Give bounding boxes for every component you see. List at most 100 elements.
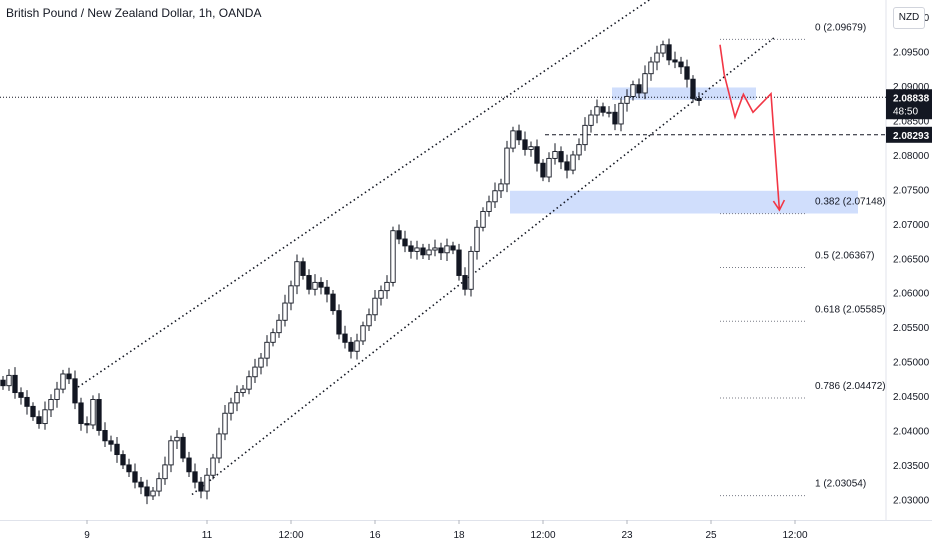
candle-body bbox=[96, 399, 102, 431]
candle-body bbox=[264, 341, 270, 359]
candle-body bbox=[378, 290, 384, 299]
candle-body bbox=[666, 44, 672, 61]
candle-body bbox=[330, 293, 336, 312]
y-tick-label-5: 2.07500 bbox=[893, 185, 930, 196]
y-tick-label-6: 2.07000 bbox=[893, 220, 930, 231]
candle-body bbox=[606, 111, 612, 114]
candle-body bbox=[246, 376, 252, 390]
candle-body bbox=[48, 399, 54, 411]
candle-body bbox=[144, 486, 150, 497]
candle-body bbox=[540, 162, 546, 178]
candle-body bbox=[480, 210, 486, 228]
candle-body bbox=[576, 144, 582, 156]
x-tick-label-7: 25 bbox=[705, 530, 717, 541]
marked-level-tag bbox=[886, 126, 932, 143]
y-tick-label-11: 2.04500 bbox=[893, 392, 930, 403]
candle-body bbox=[474, 226, 480, 252]
candle-body bbox=[696, 98, 702, 102]
channel-lower-line bbox=[191, 37, 775, 496]
candle-body bbox=[396, 230, 402, 240]
candle-body bbox=[486, 201, 492, 212]
candle-body bbox=[690, 78, 696, 99]
candle-body bbox=[648, 61, 654, 75]
y-tick-label-9: 2.05500 bbox=[893, 323, 930, 334]
candle-body bbox=[78, 402, 84, 425]
candle-body bbox=[132, 471, 138, 483]
candle-body bbox=[180, 436, 186, 459]
x-tick-label-2: 12:00 bbox=[278, 530, 303, 541]
candle-body bbox=[450, 245, 456, 251]
candle-body bbox=[594, 106, 600, 116]
candle-body bbox=[120, 454, 126, 466]
candle-body bbox=[570, 154, 576, 171]
candle-body bbox=[114, 443, 120, 456]
candle-body bbox=[18, 392, 24, 398]
y-tick-label-12: 2.04000 bbox=[893, 426, 930, 437]
candle-body bbox=[162, 464, 168, 480]
candle-body bbox=[672, 59, 678, 63]
candle-body bbox=[270, 332, 276, 343]
candle-body bbox=[390, 230, 396, 283]
y-tick-label-2: 2.09000 bbox=[893, 82, 930, 93]
candles bbox=[0, 38, 702, 505]
currency-selector[interactable]: NZD bbox=[893, 7, 925, 29]
candle-body bbox=[438, 247, 444, 254]
x-tick-label-5: 12:00 bbox=[530, 530, 555, 541]
candle-body bbox=[12, 374, 18, 394]
x-tick-label-1: 11 bbox=[202, 530, 213, 541]
candle-body bbox=[348, 341, 354, 352]
candle-body bbox=[366, 314, 372, 327]
candle-body bbox=[216, 433, 222, 459]
last-price-countdown: 48:50 bbox=[893, 106, 918, 117]
candle-body bbox=[612, 111, 618, 125]
candle-body bbox=[642, 73, 648, 94]
fib-level-label-1: 0.382 (2.07148) bbox=[815, 197, 886, 208]
projection-arrowhead bbox=[772, 199, 786, 212]
candle-body bbox=[324, 286, 330, 295]
candle-body bbox=[174, 436, 180, 442]
projection-path bbox=[719, 44, 781, 211]
candle-body bbox=[546, 157, 552, 178]
candle-body bbox=[354, 340, 360, 352]
candle-body bbox=[138, 481, 144, 488]
y-tick-label-10: 2.05000 bbox=[893, 358, 930, 369]
channel-upper-line bbox=[77, 0, 651, 388]
candle-body bbox=[168, 440, 174, 466]
candle-body bbox=[90, 399, 96, 426]
candle-body bbox=[534, 146, 540, 164]
candle-body bbox=[636, 84, 642, 94]
candle-body bbox=[444, 245, 450, 254]
y-tick-label-1: 2.09500 bbox=[893, 48, 930, 59]
candle-body bbox=[318, 281, 324, 288]
y-tick-label-7: 2.06500 bbox=[893, 254, 930, 265]
y-tick-label-8: 2.06000 bbox=[893, 289, 930, 300]
candle-body bbox=[564, 161, 570, 171]
candle-body bbox=[582, 124, 588, 146]
candle-body bbox=[42, 409, 48, 425]
candle-body bbox=[252, 366, 258, 378]
x-tick-label-8: 12:00 bbox=[782, 530, 807, 541]
candle-body bbox=[60, 373, 66, 390]
candle-body bbox=[126, 464, 132, 473]
candle-body bbox=[54, 388, 60, 400]
candle-body bbox=[36, 416, 42, 425]
fib-level-label-2: 0.5 (2.06367) bbox=[815, 250, 875, 261]
candle-body bbox=[498, 183, 504, 192]
candle-body bbox=[660, 44, 666, 54]
candle-body bbox=[630, 84, 636, 97]
candle-body bbox=[156, 478, 162, 492]
candle-body bbox=[294, 261, 300, 287]
candle-body bbox=[492, 190, 498, 203]
candle-body bbox=[456, 249, 462, 276]
y-tick-label-4: 2.08000 bbox=[893, 151, 930, 162]
candle-body bbox=[336, 310, 342, 335]
candle-body bbox=[600, 106, 606, 113]
candle-body bbox=[504, 147, 510, 185]
y-tick-label-13: 2.03500 bbox=[893, 461, 930, 472]
candle-body bbox=[288, 285, 294, 304]
candle-body bbox=[108, 440, 114, 445]
candle-body bbox=[426, 249, 432, 256]
candle-body bbox=[72, 378, 78, 404]
